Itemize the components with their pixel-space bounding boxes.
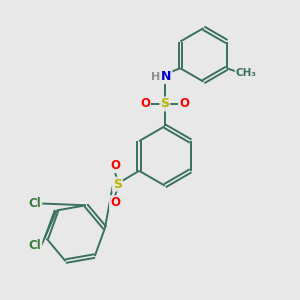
Text: O: O xyxy=(140,98,150,110)
Text: Cl: Cl xyxy=(28,197,41,210)
Text: N: N xyxy=(161,70,172,83)
Text: S: S xyxy=(160,98,169,110)
Text: S: S xyxy=(113,178,122,191)
Text: O: O xyxy=(110,159,120,172)
Text: O: O xyxy=(110,196,120,209)
Text: O: O xyxy=(180,98,190,110)
Text: Cl: Cl xyxy=(28,238,41,252)
Text: H: H xyxy=(151,72,160,82)
Text: CH₃: CH₃ xyxy=(236,68,256,78)
